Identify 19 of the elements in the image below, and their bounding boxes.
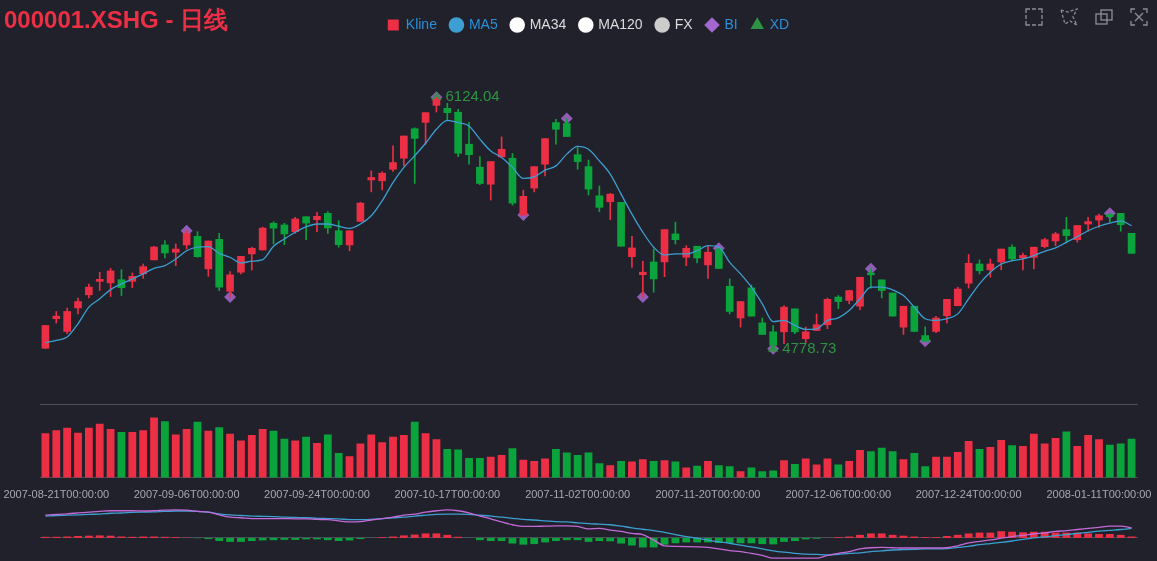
x-tick-label: 2007-11-20T00:00:00 <box>655 488 761 501</box>
legend-label: FX <box>674 15 694 32</box>
legend-label: MA5 <box>468 15 498 32</box>
x-tick-label: 2007-09-06T00:00:00 <box>133 488 240 501</box>
x-tick-label: 2007-09-24T00:00:00 <box>264 488 370 501</box>
data-label: 6124.04 <box>445 87 500 105</box>
legend-label: XD <box>769 15 790 32</box>
legend-label: MA120 <box>598 15 643 32</box>
x-tick-label: 2007-10-17T00:00:00 <box>394 488 501 501</box>
legend-label: Kline <box>405 15 438 32</box>
x-tick-label: 2007-11-02T00:00:00 <box>525 488 631 501</box>
chart-title: 000001.XSHG - 日线 <box>4 6 229 34</box>
data-label: 4778.73 <box>782 338 837 356</box>
x-tick-label: 2007-12-24T00:00:00 <box>915 488 1022 501</box>
x-tick-label: 2007-12-06T00:00:00 <box>785 488 892 501</box>
legend-label: BI <box>724 15 738 32</box>
legend-label: MA34 <box>529 15 567 32</box>
x-tick-label: 2007-08-21T00:00:00 <box>3 488 110 501</box>
x-tick-label: 2008-01-11T00:00:00 <box>1046 488 1152 501</box>
